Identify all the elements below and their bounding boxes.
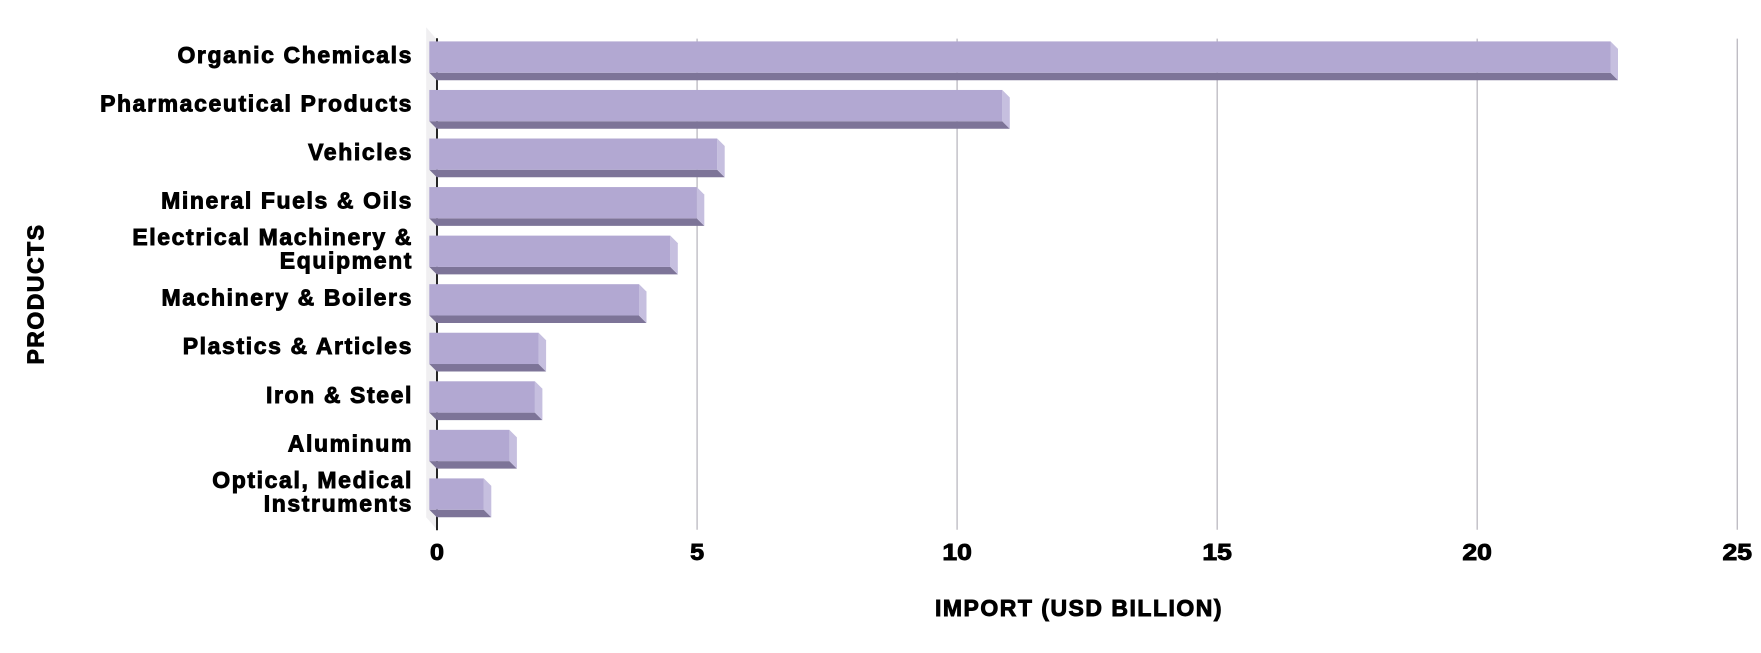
svg-text:Vehicles: Vehicles [308,139,413,165]
svg-text:Iron & Steel: Iron & Steel [266,382,413,408]
svg-text:Optical, Medical: Optical, Medical [212,467,413,493]
svg-text:0: 0 [430,539,444,565]
svg-text:Equipment: Equipment [280,248,413,274]
svg-text:20: 20 [1462,539,1492,565]
svg-text:5: 5 [690,539,704,565]
svg-text:10: 10 [942,539,972,565]
svg-text:15: 15 [1202,539,1232,565]
svg-text:Plastics & Articles: Plastics & Articles [183,333,413,359]
svg-text:IMPORT (USD BILLION): IMPORT (USD BILLION) [935,595,1223,621]
svg-text:Mineral Fuels & Oils: Mineral Fuels & Oils [161,188,413,214]
svg-text:Pharmaceutical Products: Pharmaceutical Products [100,91,413,117]
svg-text:Machinery & Boilers: Machinery & Boilers [161,285,413,311]
svg-text:PRODUCTS: PRODUCTS [23,223,49,364]
svg-text:25: 25 [1723,539,1753,565]
svg-text:Electrical Machinery &: Electrical Machinery & [132,224,413,250]
svg-text:Aluminum: Aluminum [288,430,413,456]
svg-text:Organic Chemicals: Organic Chemicals [177,42,413,68]
svg-text:Instruments: Instruments [264,490,413,516]
